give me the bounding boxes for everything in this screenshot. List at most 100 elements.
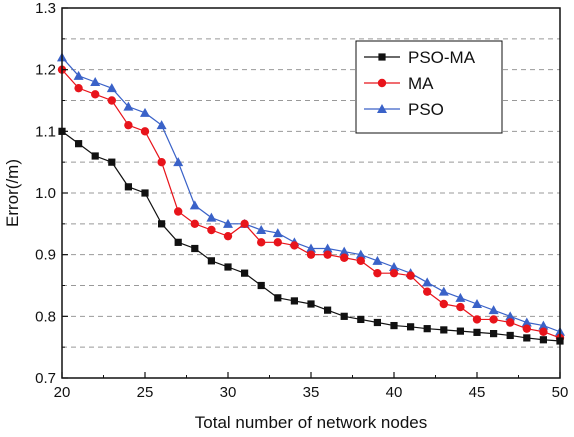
data-point bbox=[257, 281, 265, 290]
data-point bbox=[438, 286, 449, 296]
y-tick-label: 1.1 bbox=[35, 123, 56, 140]
data-point bbox=[439, 299, 448, 309]
data-point bbox=[307, 300, 315, 308]
data-point bbox=[124, 183, 132, 191]
data-point bbox=[390, 321, 398, 330]
data-point bbox=[422, 277, 433, 287]
legend: PSO-MA MA PSO bbox=[355, 40, 503, 134]
data-point bbox=[141, 189, 149, 197]
data-point bbox=[323, 250, 332, 259]
data-point bbox=[224, 263, 232, 271]
data-point bbox=[373, 318, 381, 327]
legend-marker bbox=[377, 78, 387, 88]
data-point bbox=[473, 328, 481, 336]
data-point bbox=[506, 331, 514, 340]
data-point bbox=[207, 257, 215, 265]
data-point bbox=[423, 287, 432, 296]
data-point bbox=[256, 225, 267, 234]
data-point bbox=[440, 326, 448, 334]
data-point bbox=[389, 268, 399, 278]
data-point bbox=[472, 315, 482, 324]
data-point bbox=[306, 243, 316, 253]
data-point bbox=[223, 218, 233, 228]
data-point bbox=[290, 297, 298, 305]
data-point bbox=[456, 327, 464, 335]
x-tick-label: 20 bbox=[54, 384, 71, 401]
data-point bbox=[423, 325, 431, 333]
axis-ticks: 20 25 30 35 40 45 50 0.7 0.8 0.9 1.0 1.1 1.2 1.3 bbox=[35, 0, 568, 401]
y-tick-label: 0.8 bbox=[35, 308, 56, 325]
data-point bbox=[108, 158, 116, 166]
data-point bbox=[472, 299, 482, 308]
data-point bbox=[538, 320, 549, 330]
data-point bbox=[272, 228, 283, 238]
x-tick-label: 40 bbox=[386, 384, 403, 401]
x-tick-label: 50 bbox=[552, 384, 569, 401]
data-point bbox=[156, 120, 167, 130]
legend-marker bbox=[378, 53, 386, 61]
data-point bbox=[106, 83, 117, 93]
x-axis-label: Total number of network nodes bbox=[195, 413, 427, 432]
legend-marker bbox=[377, 104, 387, 113]
legend-label: MA bbox=[408, 74, 434, 93]
data-point bbox=[521, 317, 532, 327]
data-point bbox=[273, 238, 282, 247]
data-point bbox=[356, 256, 365, 266]
data-point bbox=[290, 241, 299, 250]
data-point bbox=[339, 246, 350, 256]
data-point bbox=[174, 207, 183, 216]
legend-label: PSO bbox=[408, 100, 444, 119]
data-point bbox=[488, 305, 499, 315]
data-point bbox=[140, 107, 150, 117]
data-point bbox=[90, 77, 101, 86]
data-point bbox=[322, 243, 333, 253]
data-point bbox=[407, 323, 415, 331]
data-point bbox=[340, 312, 348, 320]
y-tick-label: 1.0 bbox=[35, 185, 56, 202]
data-point bbox=[456, 302, 465, 312]
data-point bbox=[523, 334, 531, 342]
data-point bbox=[490, 330, 498, 338]
series-layer bbox=[57, 52, 565, 345]
data-point bbox=[174, 238, 182, 246]
data-point bbox=[223, 231, 233, 241]
data-point bbox=[107, 96, 117, 105]
data-point bbox=[241, 269, 249, 277]
data-point bbox=[124, 120, 133, 130]
data-point bbox=[455, 292, 466, 302]
data-point bbox=[189, 200, 200, 210]
data-point bbox=[505, 311, 516, 321]
data-point bbox=[372, 255, 383, 265]
data-point bbox=[373, 268, 382, 278]
y-axis-label: Error(/m) bbox=[3, 159, 22, 227]
data-point bbox=[157, 157, 166, 167]
data-point bbox=[389, 262, 399, 271]
y-tick-label: 1.3 bbox=[35, 0, 56, 17]
data-point bbox=[158, 220, 166, 228]
data-point bbox=[406, 271, 415, 280]
y-tick-label: 0.9 bbox=[35, 247, 56, 264]
data-point bbox=[274, 294, 282, 302]
data-point bbox=[522, 324, 531, 333]
data-point bbox=[539, 336, 547, 344]
data-point bbox=[190, 219, 199, 229]
x-tick-label: 45 bbox=[469, 384, 486, 401]
data-point bbox=[74, 83, 83, 93]
x-tick-label: 30 bbox=[220, 384, 237, 401]
legend-label: PSO-MA bbox=[408, 48, 476, 67]
data-point bbox=[489, 315, 498, 324]
data-point bbox=[206, 212, 217, 222]
data-point bbox=[123, 101, 134, 111]
y-tick-label: 0.7 bbox=[35, 370, 56, 387]
data-point bbox=[257, 238, 266, 247]
data-point bbox=[91, 152, 99, 160]
data-point bbox=[539, 327, 548, 336]
data-point bbox=[506, 318, 515, 327]
data-point bbox=[73, 70, 84, 80]
data-point bbox=[207, 225, 216, 235]
x-tick-label: 25 bbox=[137, 384, 154, 401]
data-point bbox=[91, 90, 100, 99]
data-point bbox=[173, 157, 184, 167]
data-point bbox=[357, 315, 365, 324]
